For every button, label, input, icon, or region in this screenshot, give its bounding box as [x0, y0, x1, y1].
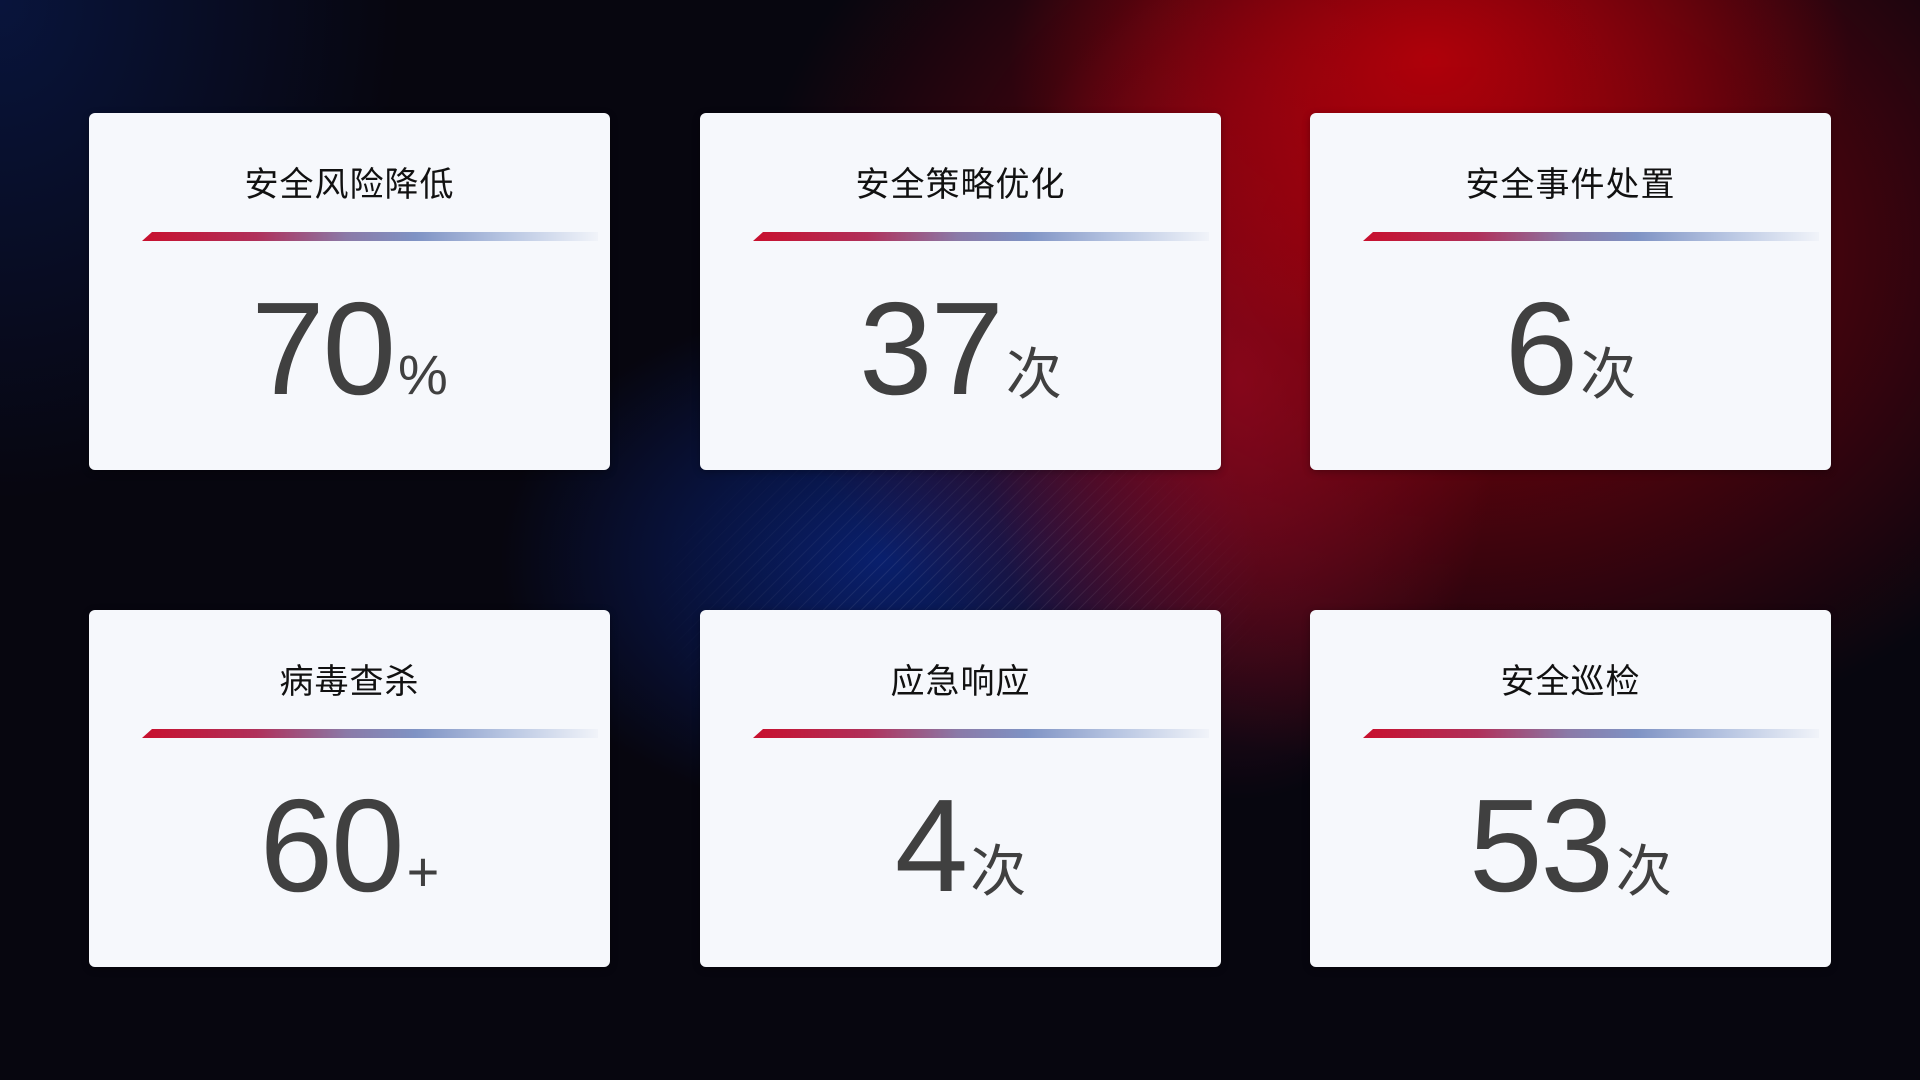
value-unit: 次: [1580, 343, 1637, 406]
stat-card-emergency-response: 应急响应 4次: [700, 610, 1221, 967]
value-number: 60: [259, 772, 405, 919]
gradient-divider: [753, 729, 1209, 738]
card-value: 6次: [1310, 283, 1831, 415]
card-title: 病毒查杀: [279, 663, 420, 701]
card-title: 应急响应: [890, 663, 1031, 701]
card-value: 53次: [1310, 780, 1831, 912]
stat-card-security-inspection: 安全巡检 53次: [1310, 610, 1831, 967]
stat-card-risk-reduction: 安全风险降低 70%: [89, 113, 610, 470]
stat-card-virus-removal: 病毒查杀 60+: [89, 610, 610, 967]
value-unit: %: [398, 343, 448, 406]
gradient-divider: [142, 729, 598, 738]
card-title: 安全策略优化: [855, 166, 1066, 204]
stat-card-incident-handling: 安全事件处置 6次: [1310, 113, 1831, 470]
card-value: 70%: [89, 283, 610, 415]
stat-card-policy-optimization: 安全策略优化 37次: [700, 113, 1221, 470]
card-title: 安全风险降低: [244, 166, 455, 204]
value-unit: +: [406, 840, 440, 903]
card-title: 安全事件处置: [1465, 166, 1676, 204]
gradient-divider: [1363, 729, 1819, 738]
card-title: 安全巡检: [1500, 663, 1641, 701]
card-value: 60+: [89, 780, 610, 912]
card-value: 4次: [700, 780, 1221, 912]
value-unit: 次: [1005, 343, 1062, 406]
gradient-divider: [142, 232, 598, 241]
value-unit: 次: [1615, 840, 1672, 903]
value-number: 53: [1469, 772, 1614, 919]
value-number: 4: [894, 772, 968, 919]
value-number: 6: [1504, 275, 1578, 422]
value-number: 37: [859, 275, 1004, 422]
gradient-divider: [1363, 232, 1819, 241]
value-number: 70: [251, 275, 396, 422]
card-value: 37次: [700, 283, 1221, 415]
value-unit: 次: [970, 840, 1027, 903]
gradient-divider: [753, 232, 1209, 241]
